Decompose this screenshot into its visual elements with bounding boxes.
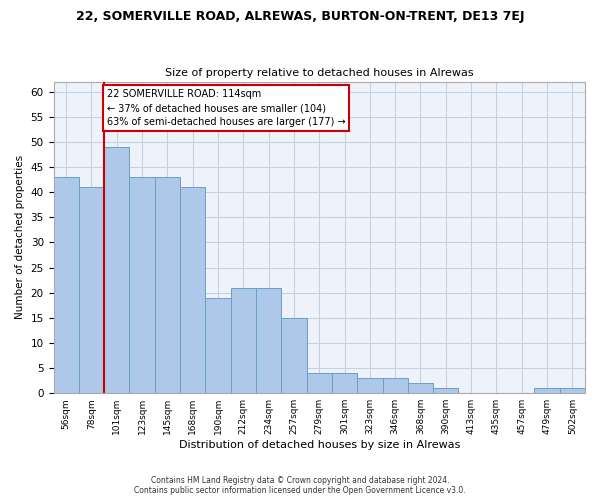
Bar (79, 187, 104, 393)
Text: 22 SOMERVILLE ROAD: 114sqm
← 37% of detached houses are smaller (104)
63% of sem: 22 SOMERVILLE ROAD: 114sqm ← 37% of deta… (107, 89, 346, 127)
Bar (281, 318, 307, 393)
Bar (155, 177, 180, 393)
Text: 22, SOMERVILLE ROAD, ALREWAS, BURTON-ON-TRENT, DE13 7EJ: 22, SOMERVILLE ROAD, ALREWAS, BURTON-ON-… (76, 10, 524, 23)
Bar (230, 288, 256, 393)
X-axis label: Distribution of detached houses by size in Alrewas: Distribution of detached houses by size … (179, 440, 460, 450)
Bar (433, 388, 458, 393)
Bar (180, 187, 205, 393)
Bar (408, 383, 433, 393)
Bar (535, 388, 560, 393)
Bar (53, 177, 79, 393)
Bar (332, 373, 357, 393)
Bar (256, 288, 281, 393)
Bar (307, 373, 332, 393)
Bar (357, 378, 383, 393)
Title: Size of property relative to detached houses in Alrewas: Size of property relative to detached ho… (165, 68, 473, 78)
Bar (560, 388, 585, 393)
Bar (104, 147, 130, 393)
Y-axis label: Number of detached properties: Number of detached properties (15, 156, 25, 320)
Bar (383, 378, 408, 393)
Text: Contains HM Land Registry data © Crown copyright and database right 2024.
Contai: Contains HM Land Registry data © Crown c… (134, 476, 466, 495)
Bar (130, 177, 155, 393)
Bar (205, 298, 230, 393)
